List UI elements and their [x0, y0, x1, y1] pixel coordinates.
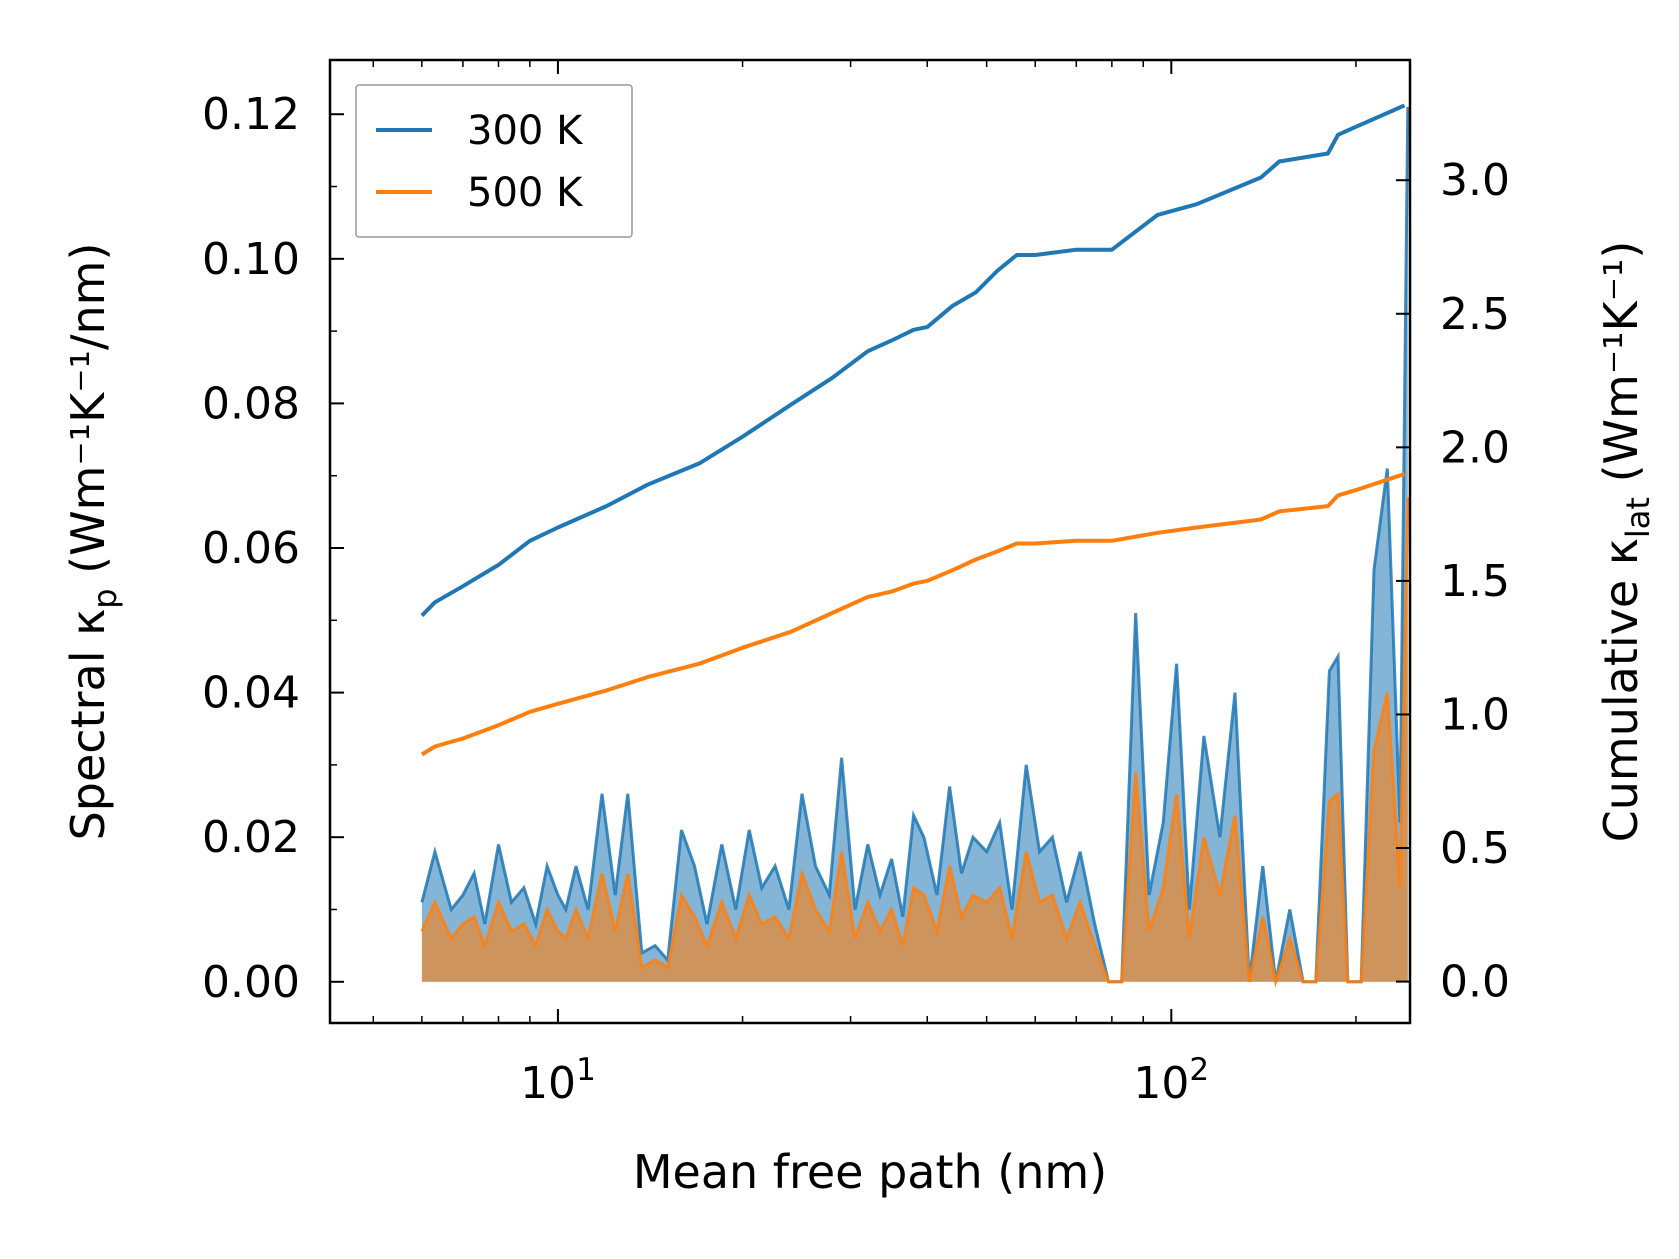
- cumulative-line-300k: [420, 103, 1406, 617]
- y2-tick-label: 0.5: [1440, 823, 1510, 874]
- y-axis-title-main: Spectral κ: [61, 609, 115, 841]
- y-tick-label: 0.00: [202, 957, 300, 1008]
- legend-label-300k: 300 K: [467, 108, 584, 154]
- cumulative-line-500k: [420, 472, 1406, 757]
- y-tick-label: 0.10: [202, 234, 300, 285]
- spectral-line-300k: [420, 106, 1410, 984]
- tick-layer: 0.00 0.02 0.04 0.06 0.08 0.10 0.12 0.0 0.5 1.0 1.5…: [202, 60, 1510, 1109]
- legend-label-500k: 500 K: [467, 170, 584, 216]
- plot-layer: [420, 103, 1410, 988]
- spectral-area-500k: [421, 497, 1408, 982]
- y2-axis-title-sub: lat: [1619, 497, 1657, 538]
- y-tick-label: 0.02: [202, 812, 300, 863]
- plot-frame: [328, 58, 1412, 1025]
- y-axis-title-units: (Wm⁻¹K⁻¹/nm): [61, 243, 115, 589]
- x-axis-title: Mean free path (nm): [633, 1145, 1107, 1199]
- y2-axis-title-units: (Wm⁻¹K⁻¹): [1594, 241, 1648, 497]
- y2-axis-title-main: Cumulative κ: [1594, 538, 1648, 842]
- y-tick-label: 0.06: [202, 523, 300, 574]
- y2-tick-label: 1.5: [1440, 556, 1510, 607]
- y-tick-label: 0.12: [202, 89, 300, 140]
- y2-tick-label: 2.5: [1440, 289, 1510, 340]
- y2-tick-label: 1.0: [1440, 689, 1510, 740]
- legend: 300 K 500 K: [355, 84, 633, 238]
- y2-tick-label: 2.0: [1440, 422, 1510, 473]
- x-tick-label: 101: [520, 1052, 596, 1109]
- legend-box: [355, 84, 633, 238]
- spectral-line-500k: [420, 497, 1410, 988]
- y-axis-title-sub: p: [86, 588, 124, 608]
- y2-tick-label: 0.0: [1440, 957, 1510, 1008]
- y-tick-label: 0.04: [202, 668, 300, 719]
- y2-tick-label: 3.0: [1440, 155, 1510, 206]
- y2-axis-title: Cumulative κlat (Wm⁻¹K⁻¹): [1594, 241, 1657, 843]
- y-tick-label: 0.08: [202, 378, 300, 429]
- x-tick-label: 102: [1133, 1052, 1209, 1109]
- spectral-area-300k: [421, 107, 1408, 982]
- y-axis-title: Spectral κp (Wm⁻¹K⁻¹/nm): [61, 243, 124, 841]
